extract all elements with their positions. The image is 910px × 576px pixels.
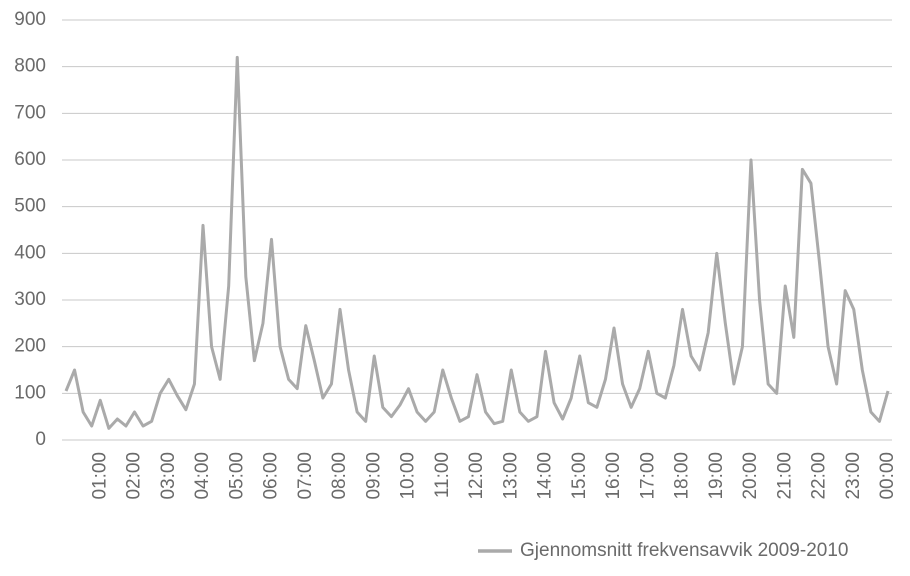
x-tick-label: 15:00 bbox=[569, 452, 590, 500]
y-tick-label: 600 bbox=[14, 149, 46, 170]
y-tick-label: 100 bbox=[14, 382, 46, 403]
y-tick-label: 0 bbox=[35, 429, 46, 450]
x-tick-label: 17:00 bbox=[637, 452, 658, 500]
x-tick-label: 14:00 bbox=[535, 452, 556, 500]
x-tick-label: 18:00 bbox=[672, 452, 693, 500]
y-tick-label: 500 bbox=[14, 196, 46, 217]
x-tick-label: 20:00 bbox=[740, 452, 761, 500]
x-tick-label: 19:00 bbox=[706, 452, 727, 500]
x-tick-label: 08:00 bbox=[329, 452, 350, 500]
x-tick-label: 21:00 bbox=[774, 452, 795, 500]
x-tick-label: 06:00 bbox=[261, 452, 282, 500]
x-tick-label: 12:00 bbox=[466, 452, 487, 500]
x-tick-label: 03:00 bbox=[158, 452, 179, 500]
series-line bbox=[64, 55, 890, 430]
x-tick-label: 16:00 bbox=[603, 452, 624, 500]
x-tick-label: 13:00 bbox=[500, 452, 521, 500]
y-tick-label: 800 bbox=[14, 56, 46, 77]
x-tick-label: 00:00 bbox=[877, 452, 898, 500]
x-tick-label: 11:00 bbox=[432, 452, 453, 498]
legend-label: Gjennomsnitt frekvensavvik 2009-2010 bbox=[520, 540, 848, 561]
x-tick-label: 05:00 bbox=[226, 452, 247, 500]
x-tick-label: 09:00 bbox=[363, 452, 384, 500]
x-tick-label: 01:00 bbox=[89, 452, 110, 500]
x-tick-label: 07:00 bbox=[295, 452, 316, 500]
x-tick-label: 23:00 bbox=[843, 452, 864, 500]
y-tick-label: 200 bbox=[14, 336, 46, 357]
y-tick-label: 900 bbox=[14, 9, 46, 30]
x-tick-label: 22:00 bbox=[809, 452, 830, 500]
y-tick-label: 400 bbox=[14, 242, 46, 263]
x-tick-label: 04:00 bbox=[192, 452, 213, 500]
x-tick-label: 10:00 bbox=[398, 452, 419, 500]
y-tick-label: 700 bbox=[14, 102, 46, 123]
x-tick-label: 02:00 bbox=[124, 452, 145, 500]
y-tick-label: 300 bbox=[14, 289, 46, 310]
